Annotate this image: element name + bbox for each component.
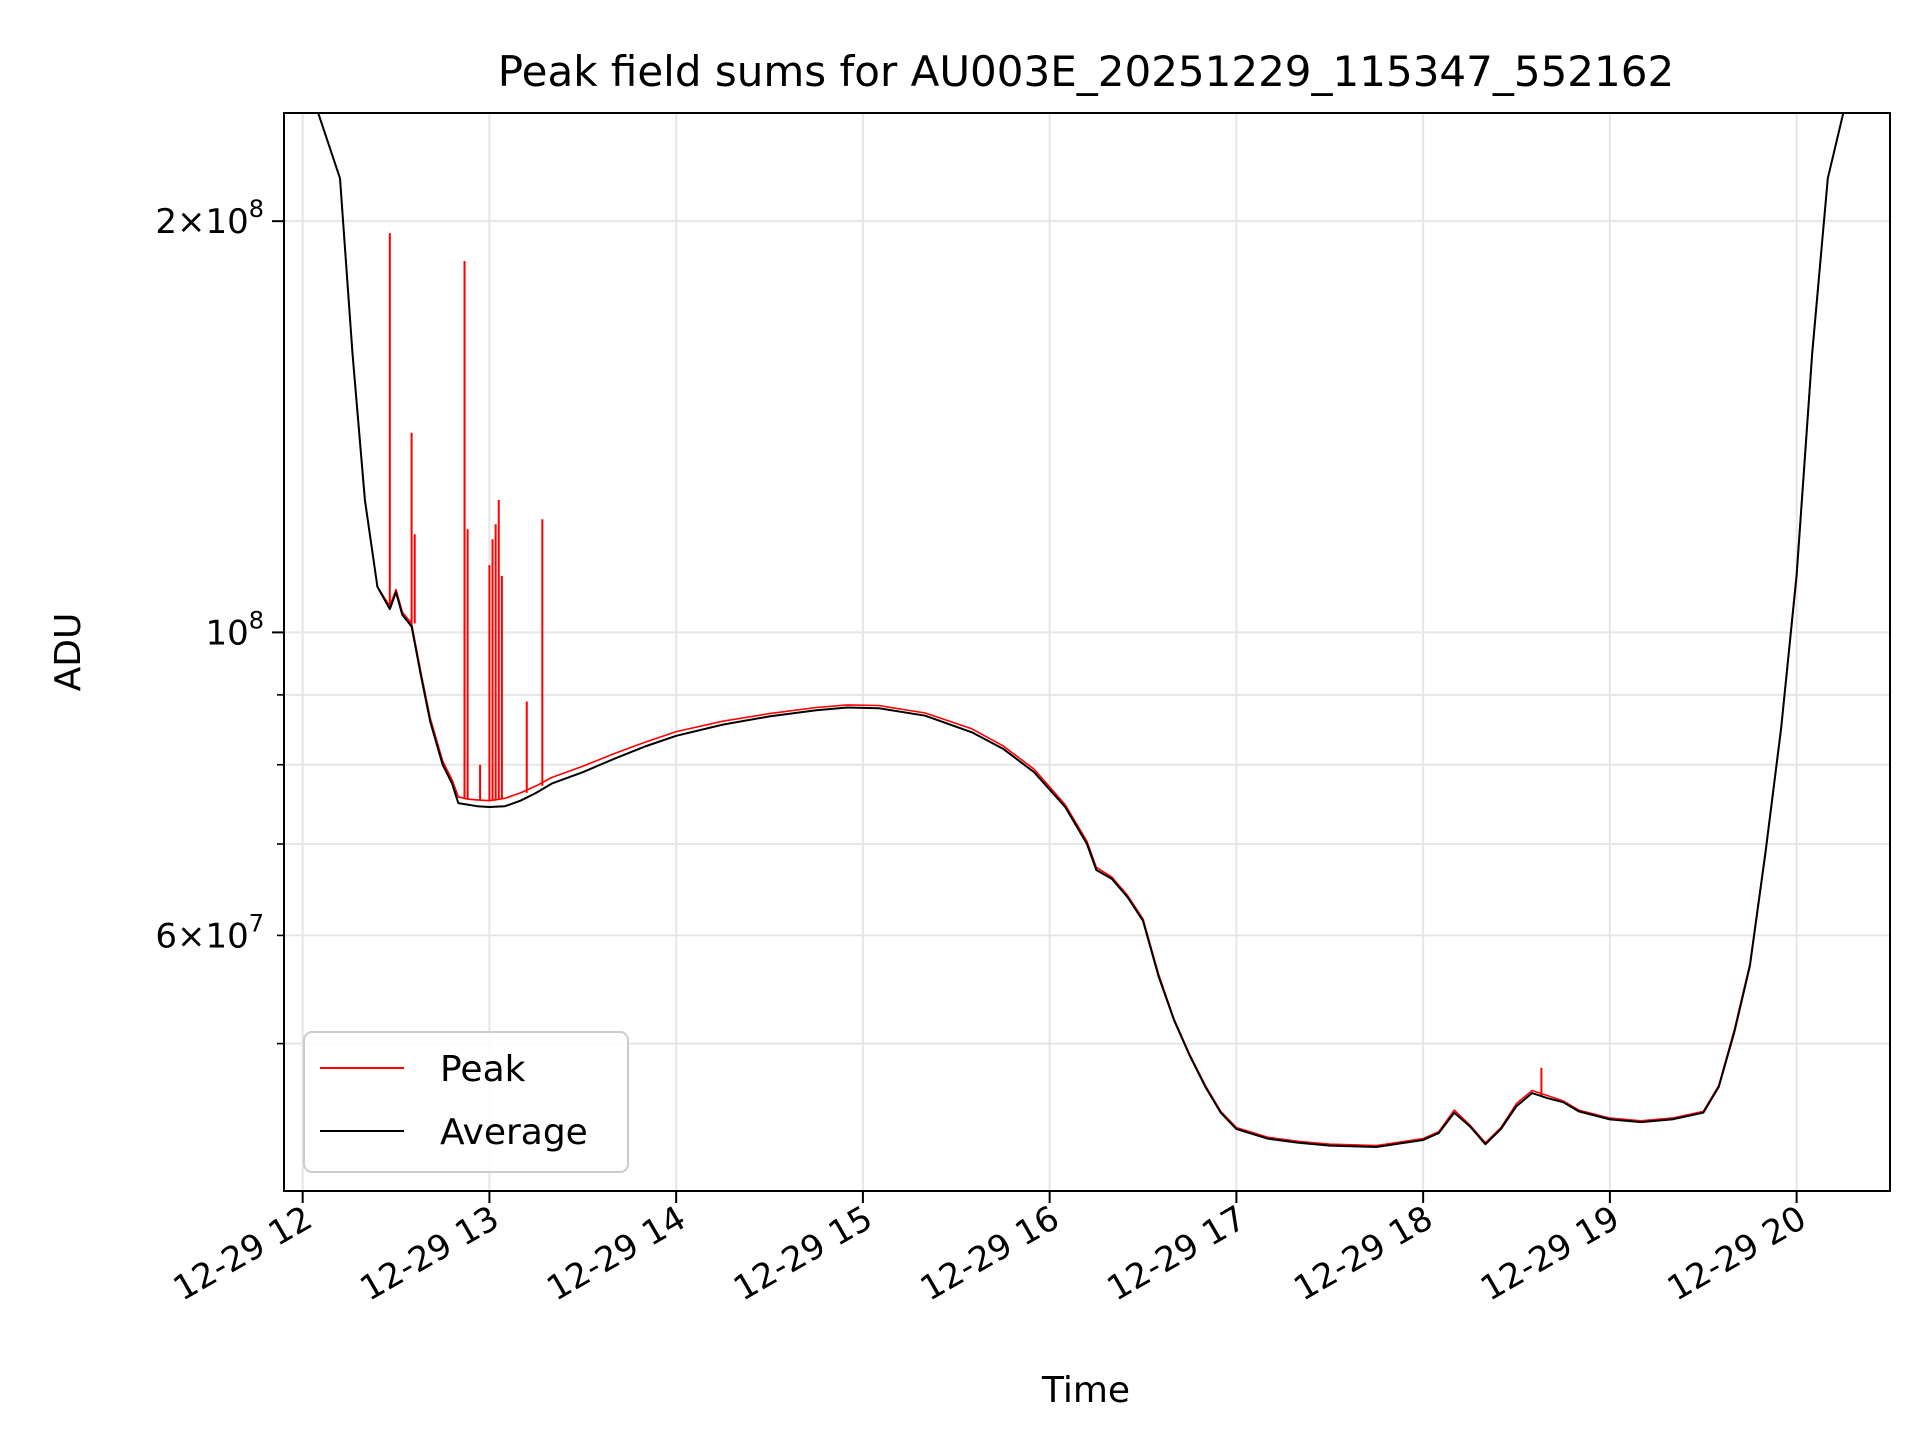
x-tick-label: 12-29 16	[914, 1198, 1066, 1309]
legend-label-peak: Peak	[440, 1049, 526, 1090]
y-tick-label: 108	[205, 606, 264, 653]
x-tick-label: 12-29 18	[1287, 1198, 1439, 1309]
legend: Peak Average	[303, 1031, 629, 1173]
x-axis-label: Time	[1041, 1370, 1130, 1411]
grid	[284, 113, 1890, 1191]
y-tick-label: 6×107	[155, 909, 264, 956]
x-tick-label: 12-29 20	[1661, 1198, 1813, 1309]
x-tick-label: 12-29 12	[167, 1198, 319, 1309]
x-axis: 12-29 12 12-29 13 12-29 14 12-29 15 12-29 16…	[167, 1191, 1813, 1309]
series-line-average	[317, 113, 1875, 1148]
legend-label-average: Average	[440, 1112, 588, 1153]
chart-title: Peak field sums for AU003E_20251229_1153…	[498, 47, 1674, 96]
series-layer	[317, 113, 1875, 1148]
series-line-peak	[317, 113, 1875, 1147]
y-axis: 108 2×108 6×107	[155, 195, 284, 1045]
x-tick-label: 12-29 13	[354, 1198, 506, 1309]
x-tick-label: 12-29 19	[1474, 1198, 1626, 1309]
y-tick-label: 2×108	[155, 195, 264, 242]
x-tick-label: 12-29 17	[1101, 1198, 1253, 1309]
x-tick-label: 12-29 14	[540, 1198, 692, 1309]
plot-frame	[283, 112, 1891, 1192]
y-axis-label: ADU	[48, 613, 89, 692]
x-tick-label: 12-29 15	[727, 1198, 879, 1309]
